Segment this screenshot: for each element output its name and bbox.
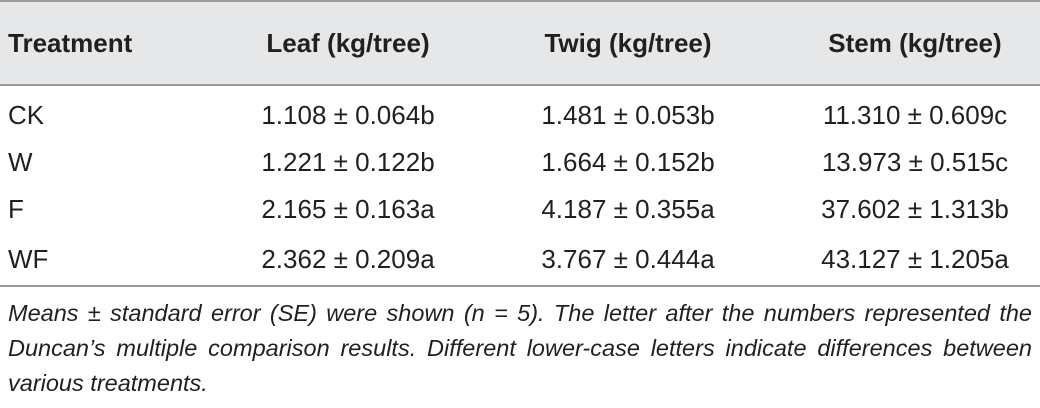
table-cell: 2.165 ± 0.163a (261, 194, 435, 224)
header-cell: Treatment (0, 0, 208, 86)
table-cell: 43.127 ± 1.205a (778, 233, 1040, 287)
data-table: Treatment Leaf (kg/tree) Twig (kg/tree) … (0, 0, 1040, 287)
header-cell: Twig (kg/tree) (478, 0, 778, 86)
table-cell: WF (0, 233, 208, 287)
table-cell: CK (8, 100, 45, 130)
table-row: F 2.165 ± 0.163a 4.187 ± 0.355a 37.602 ± 1.… (0, 186, 1040, 233)
footnote: Means ± standard error (SE) were shown (… (8, 300, 1032, 396)
table-cell: 1.481 ± 0.053b (541, 100, 715, 130)
table-cell: 1.664 ± 0.152b (541, 147, 715, 177)
table-cell: 11.310 ± 0.609c (822, 100, 1008, 130)
header-cell: Leaf (kg/tree) (208, 0, 478, 86)
table-cell: W (8, 147, 33, 177)
table-cell: 1.221 ± 0.122b (261, 147, 435, 177)
table-row: W 1.221 ± 0.122b 1.664 ± 0.152b 13.973 ± 0.… (0, 139, 1040, 186)
table-row: WF 2.362 ± 0.209a 3.767 ± 0.444a 43.127 ± 1… (0, 233, 1040, 287)
table-cell: 1.108 ± 0.064b (261, 100, 435, 130)
table-cell: F (8, 194, 24, 224)
table-cell: 13.973 ± 0.515c (821, 147, 1009, 177)
header-cell: Stem (kg/tree) (778, 0, 1040, 86)
table-cell: 3.767 ± 0.444a (478, 233, 778, 287)
table-cell: 2.362 ± 0.209a (208, 233, 478, 287)
table-body: CK 1.108 ± 0.064b 1.481 ± 0.053b 11.310 ± 0… (0, 85, 1040, 287)
table-cell: 37.602 ± 1.313b (821, 194, 1009, 224)
header-row: Treatment Leaf (kg/tree) Twig (kg/tree) … (0, 0, 1040, 86)
table-cell: 4.187 ± 0.355a (541, 194, 715, 224)
table-row: CK 1.108 ± 0.064b 1.481 ± 0.053b 11.310 ± 0… (0, 85, 1040, 139)
